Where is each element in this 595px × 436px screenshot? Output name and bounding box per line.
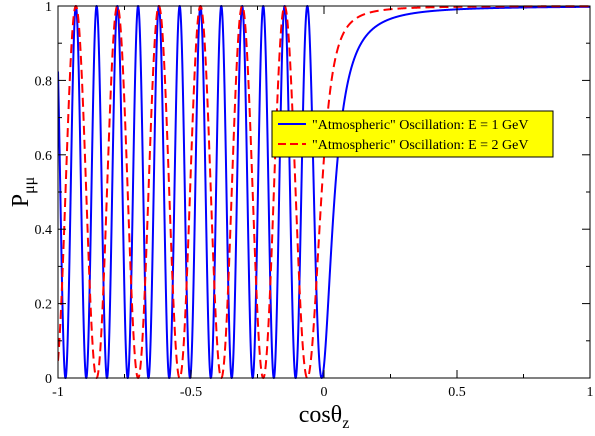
x-tick-label: 1: [587, 385, 594, 400]
y-tick-label: 0.6: [35, 149, 53, 164]
legend-box: [271, 110, 554, 158]
plot-frame: [57, 5, 591, 379]
series-line-e2: [58, 5, 590, 379]
x-tick-label: 0.5: [448, 385, 466, 400]
y-tick-label: 0.4: [35, 223, 53, 238]
x-tick-label: 0: [321, 385, 328, 400]
x-tick-label: -0.5: [180, 385, 202, 400]
series-line-e1: [58, 5, 590, 379]
y-tick-label: 1: [45, 0, 52, 15]
y-axis-title: Pμμ: [8, 177, 38, 208]
legend-label-e1: "Atmospheric" Oscillation: E = 1 GeV: [312, 118, 528, 133]
x-axis-title: cosθz: [299, 402, 350, 432]
y-tick-label: 0.8: [35, 74, 53, 89]
legend: "Atmospheric" Oscillation: E = 1 GeV "At…: [271, 110, 554, 158]
y-tick-label: 0.2: [35, 298, 53, 313]
x-tick-label: -1: [52, 385, 64, 400]
y-tick-label: 0: [45, 372, 52, 387]
legend-label-e2: "Atmospheric" Oscillation: E = 2 GeV: [312, 138, 528, 153]
